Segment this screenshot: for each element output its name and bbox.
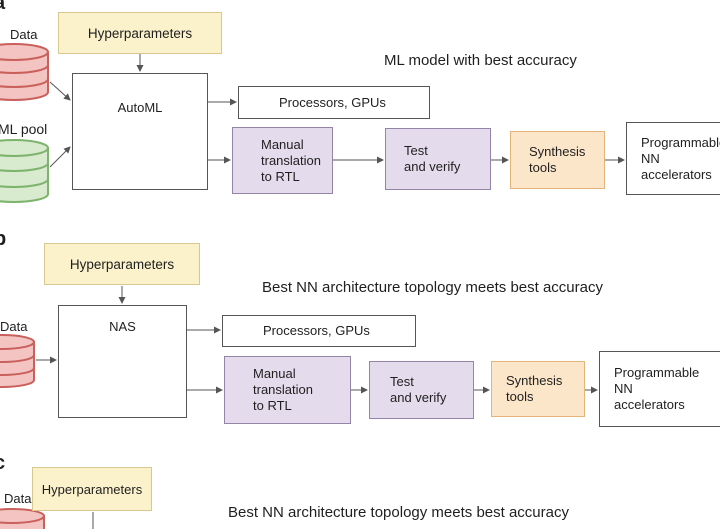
automl-box: AutoML [72, 73, 208, 190]
panel-b-title: Best NN architecture topology meets best… [262, 279, 603, 296]
manual-line: to RTL [261, 168, 300, 184]
processors-label: Processors, GPUs [263, 323, 370, 338]
panel-label-a: a [0, 0, 5, 15]
panel-label-b: b [0, 228, 7, 250]
accelerators-line: accelerators [614, 397, 685, 412]
test-line: and verify [404, 159, 461, 174]
manual-line: translation [253, 382, 313, 397]
synthesis-line: tools [506, 389, 534, 404]
processors-box: Processors, GPUs [222, 315, 416, 347]
panel-c-title: Best NN architecture topology meets best… [228, 504, 569, 521]
hyperparameters-label: Hyperparameters [69, 256, 175, 272]
panel-b-arrows [36, 286, 598, 394]
test-line: and verify [390, 390, 447, 405]
manual-translation-box: Manual translation to RTL [232, 127, 333, 194]
data-database-icon [0, 43, 49, 101]
accelerators-line: Programmable [614, 365, 700, 380]
processors-label: Processors, GPUs [279, 94, 386, 110]
data-label: Data [4, 491, 32, 506]
nas-box: NAS [58, 305, 187, 418]
hyperparameters-box: Hyperparameters [44, 243, 200, 285]
accelerators-line: Programmable [641, 134, 720, 150]
manual-line: Manual [253, 366, 296, 381]
accelerators-line: NN [641, 150, 660, 166]
ml-pool-database-icon [0, 139, 49, 203]
data-database-icon [0, 334, 35, 388]
accelerators-box: Programmable NN accelerators [599, 351, 720, 427]
synthesis-line: Synthesis [529, 144, 586, 159]
hyperparameters-label: Hyperparameters [41, 481, 143, 497]
manual-line: translation [261, 152, 321, 168]
manual-line: to RTL [253, 398, 292, 413]
test-line: Test [390, 374, 414, 389]
accelerators-box: Programmable NN accelerators [626, 122, 720, 195]
test-verify-box: Test and verify [385, 128, 491, 190]
manual-translation-box: Manual translation to RTL [224, 356, 351, 424]
data-label: Data [0, 319, 28, 334]
manual-line: Manual [261, 136, 304, 152]
synthesis-tools-box: Synthesis tools [491, 361, 585, 417]
panel-label-c: c [0, 452, 5, 475]
panel-a-arrows [49, 54, 625, 168]
hyperparameters-label: Hyperparameters [87, 25, 193, 41]
automl-label: AutoML [117, 100, 163, 115]
nas-label: NAS [109, 319, 136, 334]
synthesis-tools-box: Synthesis tools [510, 131, 605, 189]
panel-a-title: ML model with best accuracy [384, 52, 577, 69]
processors-box: Processors, GPUs [238, 86, 430, 119]
test-line: Test [404, 143, 428, 158]
ml-pool-label: ML pool [0, 121, 48, 137]
accelerators-line: NN [614, 381, 633, 396]
data-database-icon [0, 508, 45, 529]
hyperparameters-box: Hyperparameters [58, 12, 222, 54]
synthesis-line: Synthesis [506, 373, 563, 388]
hyperparameters-box: Hyperparameters [32, 467, 152, 511]
accelerators-line: accelerators [641, 166, 712, 182]
synthesis-line: tools [529, 160, 557, 175]
test-verify-box: Test and verify [369, 361, 474, 419]
data-label: Data [10, 27, 38, 42]
